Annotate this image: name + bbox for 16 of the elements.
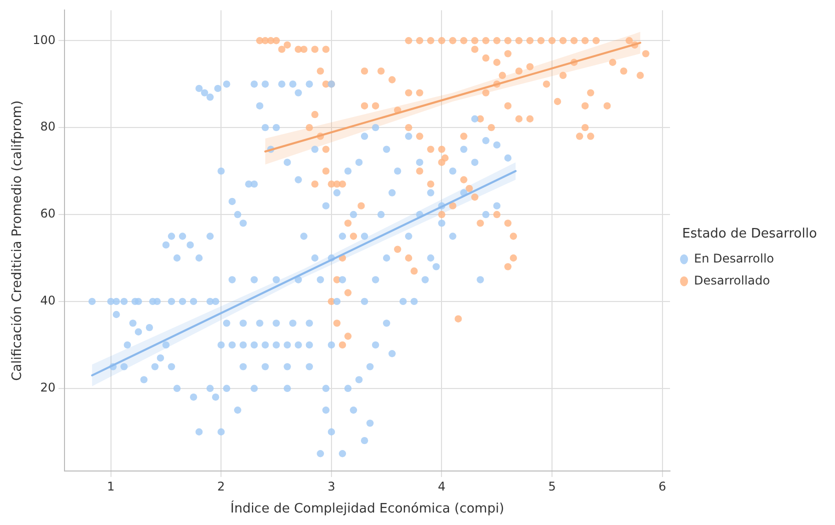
y-tick-label: 40	[40, 294, 56, 308]
x-tick-label: 6	[658, 479, 666, 494]
x-tick-label: 3	[328, 479, 336, 494]
legend-title: Estado de Desarrollo	[682, 226, 817, 242]
x-tick-label: 2	[217, 479, 225, 494]
x-tick-label: 4	[438, 479, 446, 494]
x-tick-label: 1	[107, 479, 115, 494]
y-tick-label: 60	[40, 206, 56, 221]
y-tick-label: 100	[32, 32, 56, 47]
y-tick-label: 20	[40, 380, 56, 395]
y-tick-label: 80	[40, 120, 56, 134]
legend-label: En Desarrollo	[694, 251, 774, 266]
y-axis-title: Calificación Crediticia Promedio (califprom)	[10, 100, 26, 381]
x-tick-label: 5	[548, 479, 556, 494]
x-axis-title: Índice de Complejidad Económica (compi)	[230, 500, 504, 517]
legend-label: Desarrollado	[694, 273, 770, 288]
